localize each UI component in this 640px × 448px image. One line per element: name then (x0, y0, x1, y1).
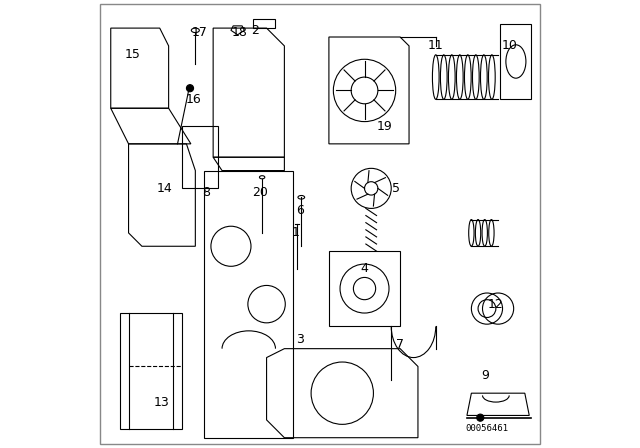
Text: 15: 15 (125, 48, 141, 61)
Text: 6: 6 (296, 204, 304, 217)
Text: 19: 19 (377, 120, 392, 133)
Text: 3: 3 (296, 333, 304, 346)
Text: 00056461: 00056461 (465, 424, 508, 433)
Text: 5: 5 (392, 182, 400, 195)
Text: 8: 8 (202, 186, 211, 199)
Circle shape (477, 414, 484, 421)
Text: 12: 12 (488, 297, 504, 310)
Text: 13: 13 (154, 396, 170, 409)
Text: 2: 2 (252, 24, 259, 37)
Circle shape (186, 85, 193, 92)
Text: 18: 18 (232, 26, 248, 39)
Text: 7: 7 (396, 338, 404, 351)
Text: 1: 1 (292, 226, 300, 239)
Text: 17: 17 (192, 26, 208, 39)
Text: 10: 10 (501, 39, 517, 52)
Text: 16: 16 (185, 93, 201, 106)
Text: 14: 14 (156, 182, 172, 195)
Text: 4: 4 (360, 262, 369, 275)
Text: 11: 11 (428, 39, 444, 52)
Text: 9: 9 (481, 369, 489, 382)
Text: 20: 20 (252, 186, 268, 199)
